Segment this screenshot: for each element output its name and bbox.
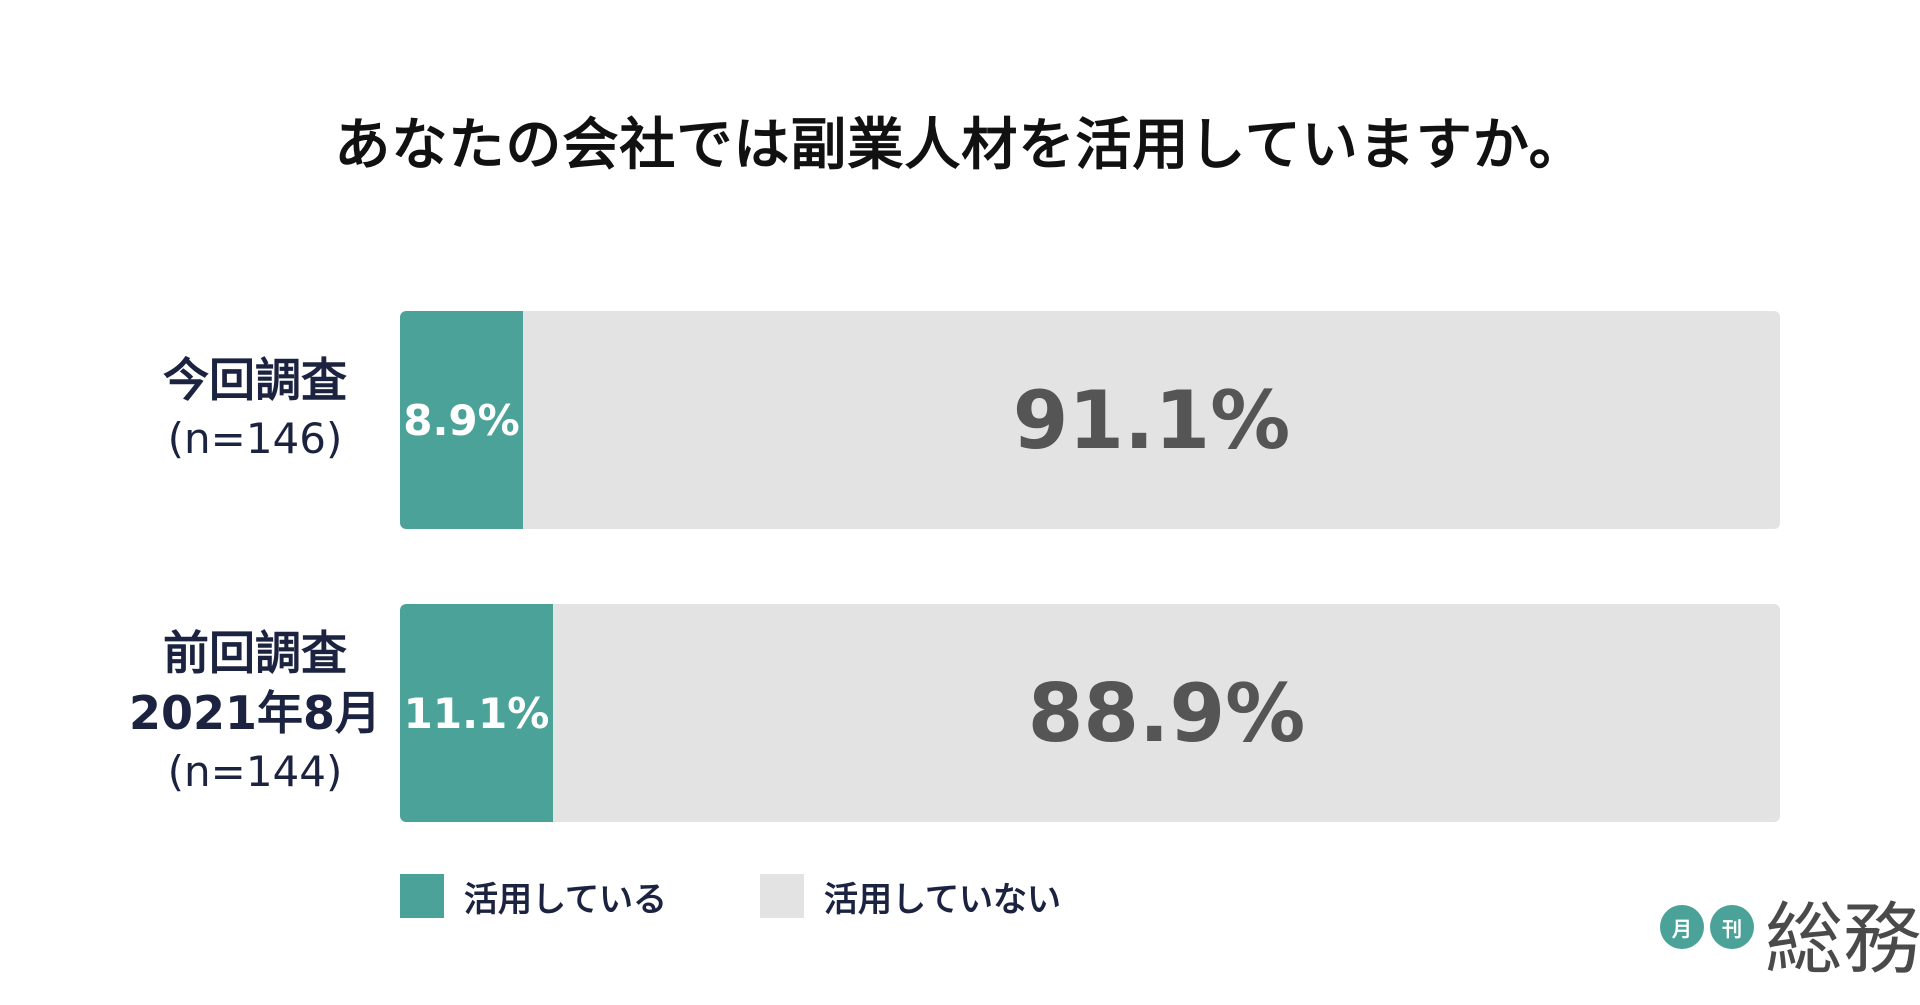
legend-swatch-used [400, 874, 444, 918]
logo-circle-kan: 刊 [1710, 905, 1754, 949]
row-label-previous: 前回調査 2021年8月 (n=144) [100, 623, 410, 801]
chart-title: あなたの会社では副業人材を活用していますか。 [334, 113, 1586, 178]
legend-swatch-not-used [760, 874, 804, 918]
legend-label-not-used: 活用していない [824, 879, 1061, 920]
logo-text: 総務 [1765, 895, 1920, 985]
logo-circle-getsu: 月 [1660, 905, 1704, 949]
row-label-current-main: 今回調査 [163, 353, 347, 407]
bar-segment-not-used-current: 91.1% [523, 311, 1780, 529]
row-label-previous-main: 前回調査 2021年8月 [128, 626, 382, 740]
legend-item-used: 活用している [400, 873, 667, 920]
data-label-used-previous: 11.1% [403, 688, 550, 738]
bar-segment-not-used-previous: 88.9% [553, 604, 1780, 822]
publisher-logo: 月 刊 総務 [1660, 895, 1920, 985]
row-label-current: 今回調査 (n=146) [100, 350, 410, 468]
legend-item-not-used: 活用していない [760, 873, 1061, 920]
bar-segment-used-previous: 11.1% [400, 604, 553, 822]
bar-current: 8.9% 91.1% [400, 311, 1780, 529]
bar-segment-used-current: 8.9% [400, 311, 523, 529]
legend-label-used: 活用している [464, 879, 667, 920]
row-label-current-n: (n=146) [167, 414, 343, 463]
bar-previous: 11.1% 88.9% [400, 604, 1780, 822]
data-label-not-used-current: 91.1% [1012, 373, 1291, 467]
data-label-not-used-previous: 88.9% [1027, 666, 1306, 760]
data-label-used-current: 8.9% [403, 395, 520, 445]
row-label-previous-n: (n=144) [167, 747, 343, 796]
